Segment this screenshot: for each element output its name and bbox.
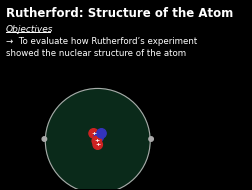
Text: +: + bbox=[91, 131, 96, 136]
Circle shape bbox=[89, 129, 98, 138]
Circle shape bbox=[94, 132, 103, 142]
Text: Rutherford: Structure of the Atom: Rutherford: Structure of the Atom bbox=[6, 7, 232, 20]
Circle shape bbox=[148, 137, 153, 141]
Text: +: + bbox=[95, 142, 100, 147]
Circle shape bbox=[97, 129, 106, 138]
Circle shape bbox=[42, 137, 46, 141]
Circle shape bbox=[93, 140, 102, 149]
Text: →  To evaluate how Rutherford’s experiment
showed the nuclear structure of the a: → To evaluate how Rutherford’s experimen… bbox=[6, 37, 197, 58]
Text: Objectives: Objectives bbox=[6, 25, 53, 34]
Circle shape bbox=[92, 136, 101, 146]
Circle shape bbox=[45, 89, 150, 190]
Text: +: + bbox=[94, 138, 99, 143]
